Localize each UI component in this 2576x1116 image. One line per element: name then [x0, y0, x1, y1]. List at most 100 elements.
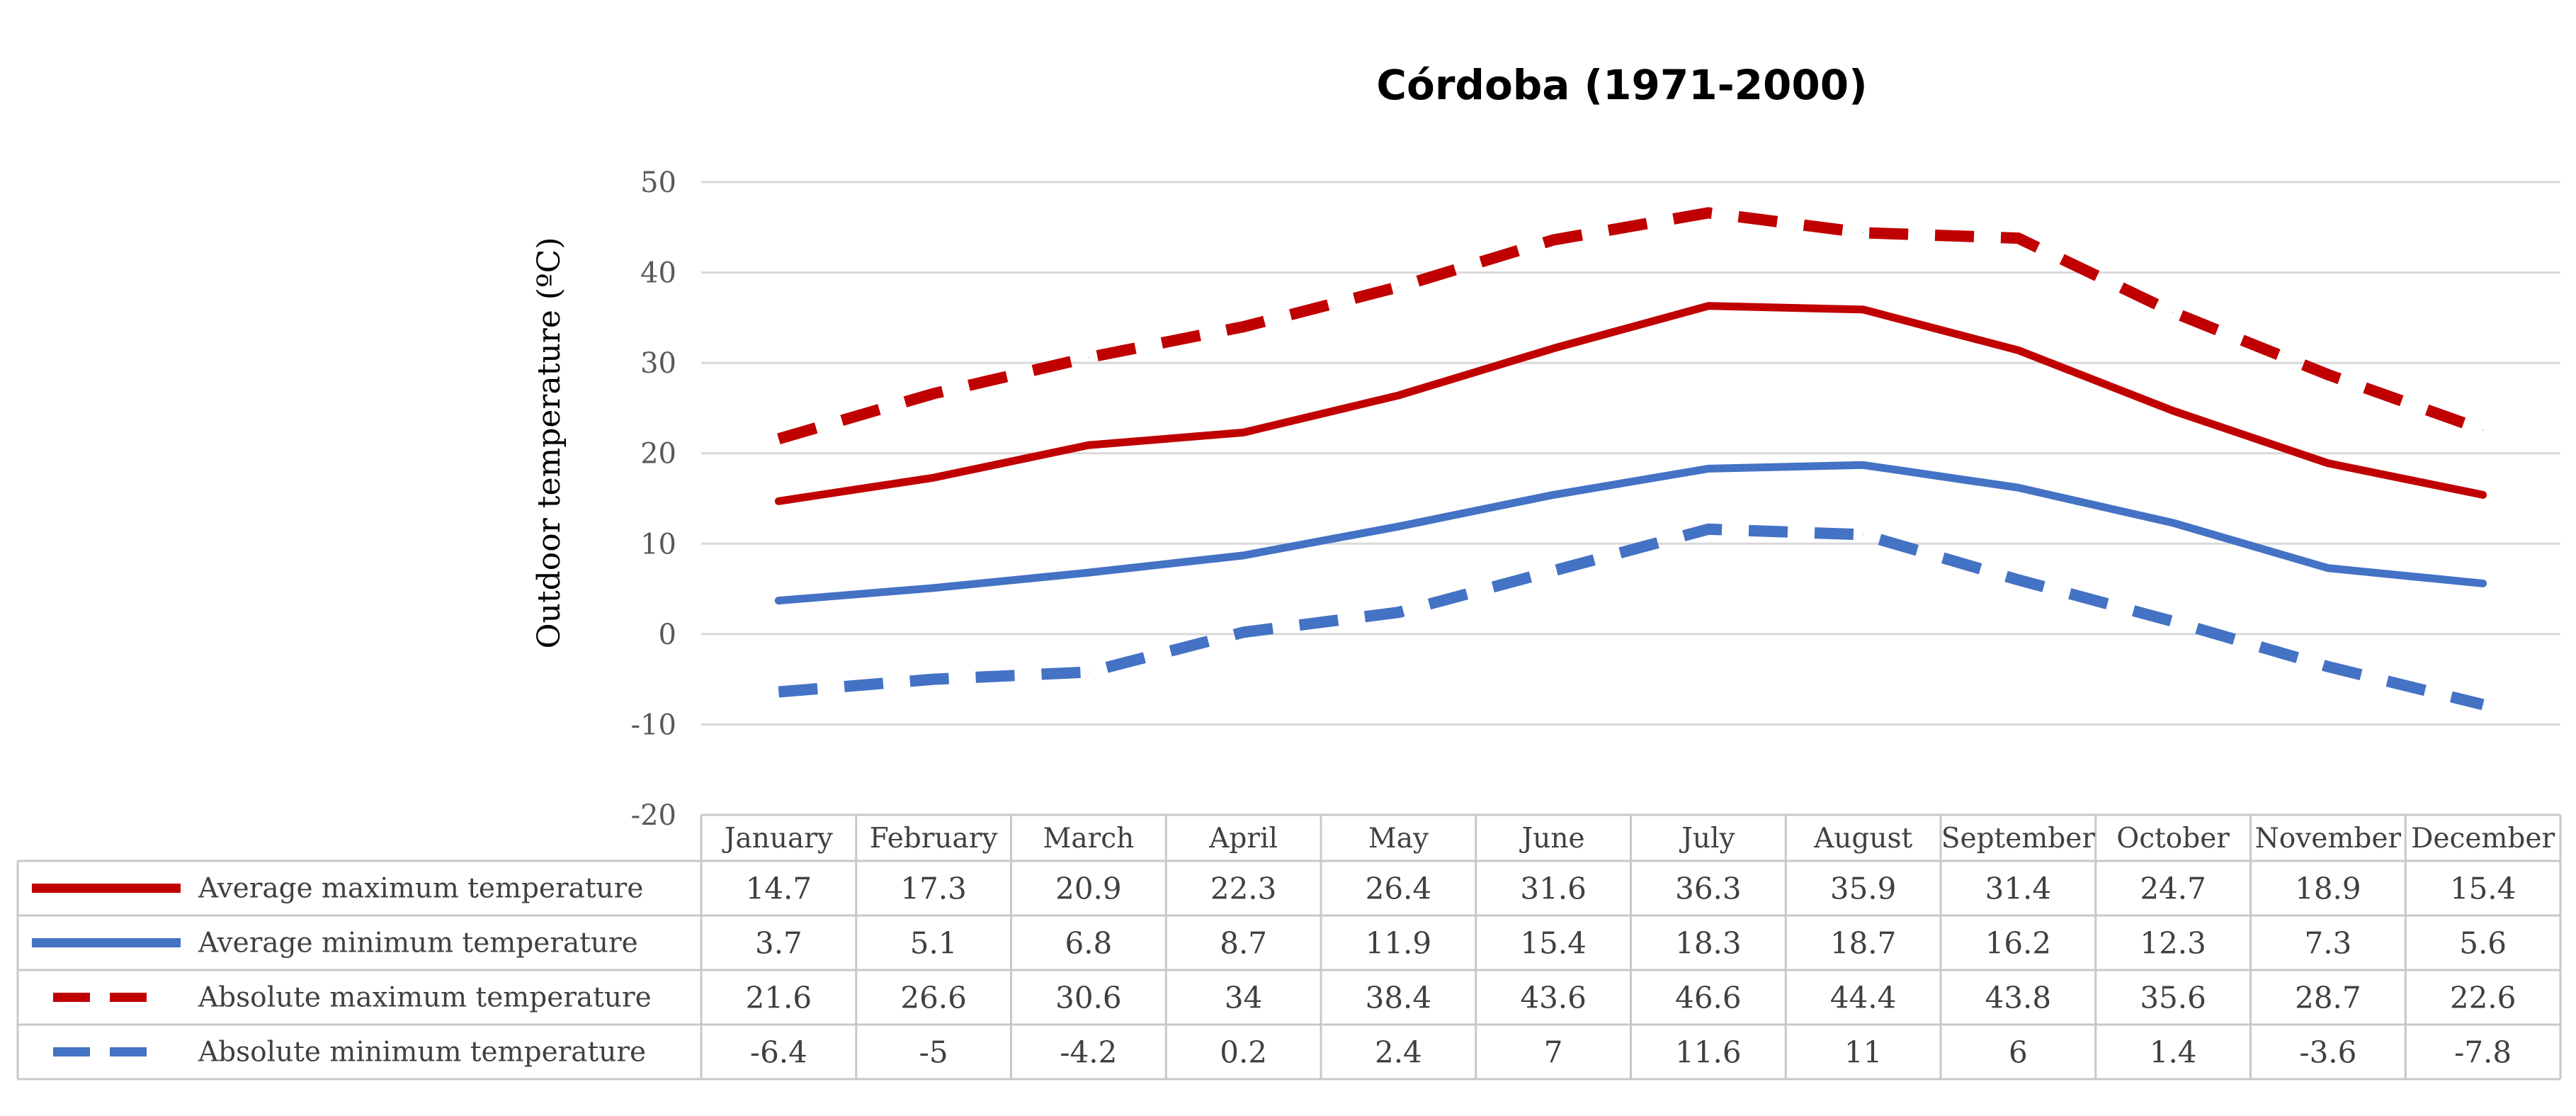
series-line	[774, 302, 2487, 505]
table-cell: 34	[1225, 981, 1262, 1015]
table-cell: 7.3	[2304, 926, 2351, 961]
gridlines	[701, 181, 2560, 726]
data-point	[1397, 611, 1399, 613]
table-cell: 43.8	[1985, 981, 2052, 1015]
table-cell: 8.7	[1220, 926, 1267, 961]
data-point	[1088, 356, 1089, 358]
data-point	[1397, 526, 1399, 527]
table-cell: 28.7	[2295, 981, 2361, 1015]
y-axis-ticks: -20 -10 0 10 20 30 40 50	[631, 167, 676, 832]
data-point	[1088, 444, 1089, 446]
category-label: December	[2411, 823, 2555, 855]
chart-title: Córdoba (1971-2000)	[1376, 61, 1867, 109]
data-point	[778, 600, 779, 602]
table-cell: 2.4	[1375, 1035, 1422, 1070]
category-label: June	[1519, 823, 1585, 855]
table-cell: 6	[2009, 1035, 2028, 1070]
data-point	[1243, 631, 1244, 633]
data-point	[1397, 286, 1399, 288]
y-tick-label: -10	[631, 709, 676, 741]
data-point	[1243, 432, 1244, 433]
table-cell: 22.3	[1210, 872, 1277, 906]
data-point	[2017, 487, 2019, 488]
category-label: September	[1941, 823, 2096, 855]
table-cell: 1.4	[2150, 1035, 2197, 1070]
table-cell: 14.7	[746, 872, 812, 906]
data-point	[1553, 570, 1554, 572]
category-label: February	[870, 823, 998, 855]
table-cell: 36.3	[1675, 872, 1742, 906]
table-cell: 16.2	[1985, 926, 2052, 961]
table-cell: 31.4	[1985, 872, 2052, 906]
data-point	[778, 500, 779, 502]
table-cell: 11.9	[1366, 926, 1432, 961]
table-cell: 35.9	[1830, 872, 1897, 906]
table-cell: 18.7	[1830, 926, 1897, 961]
legend-label: Average minimum temperature	[198, 928, 638, 959]
table-cell: 44.4	[1830, 981, 1897, 1015]
table-cell: -7.8	[2454, 1035, 2512, 1070]
data-point	[2327, 374, 2329, 376]
table-cell: 20.9	[1055, 872, 1122, 906]
data-point	[1397, 395, 1399, 396]
table-cell: 21.6	[746, 981, 812, 1015]
y-tick-label: 20	[640, 438, 676, 470]
y-tick-label: 30	[640, 347, 676, 380]
data-point	[2327, 666, 2329, 667]
table-cell: 18.3	[1675, 926, 1742, 961]
category-label: August	[1813, 823, 1912, 855]
table-cell: 24.7	[2140, 872, 2206, 906]
table-cell: 31.6	[1520, 872, 1587, 906]
table-cell: 0.2	[1220, 1035, 1267, 1070]
y-tick-label: 0	[659, 619, 676, 651]
table-cell: 15.4	[2450, 872, 2517, 906]
table-cell: 17.3	[900, 872, 967, 906]
category-label: April	[1208, 823, 1278, 855]
category-label: July	[1679, 823, 1735, 855]
table-cell: 11.6	[1675, 1035, 1742, 1070]
table-cell: 46.6	[1675, 981, 1742, 1015]
table-cell: 12.3	[2140, 926, 2206, 961]
table-cell: 43.6	[1520, 981, 1587, 1015]
table-cell: 30.6	[1055, 981, 1122, 1015]
table-cell: -5	[919, 1035, 948, 1070]
table-cell: 5.6	[2459, 926, 2507, 961]
table-cell: 6.8	[1065, 926, 1112, 961]
table-cell: 38.4	[1366, 981, 1432, 1015]
series-line	[774, 461, 2487, 605]
table-cell: 11	[1844, 1035, 1882, 1070]
table-cell: 18.9	[2295, 872, 2361, 906]
data-point	[1243, 555, 1244, 556]
table-cell: 3.7	[755, 926, 802, 961]
table-cell: 5.1	[910, 926, 958, 961]
category-label: October	[2116, 823, 2230, 855]
category-label: March	[1043, 823, 1134, 855]
table-cell: 35.6	[2140, 981, 2206, 1015]
table-cell: -6.4	[750, 1035, 807, 1070]
y-tick-label: -20	[631, 799, 676, 832]
y-axis-label: Outdoor temperature (ºC)	[531, 237, 567, 649]
data-table: January February March April May June July Augu…	[16, 813, 2562, 1081]
data-point	[2017, 349, 2019, 351]
data-point	[1553, 348, 1554, 349]
category-label: May	[1368, 823, 1429, 855]
table-cell: 26.6	[900, 981, 967, 1015]
y-tick-label: 40	[640, 257, 676, 290]
series-line	[778, 523, 2485, 711]
y-tick-label: 10	[640, 528, 676, 560]
table-cell: 7	[1544, 1035, 1563, 1070]
legend-label: Absolute minimum temperature	[198, 1037, 646, 1069]
data-point	[2017, 237, 2019, 239]
table-cell: 22.6	[2450, 981, 2517, 1015]
table-cell: 26.4	[1366, 872, 1432, 906]
category-label: January	[722, 823, 833, 855]
series-line	[777, 207, 2485, 444]
table-cell: 15.4	[1520, 926, 1587, 961]
category-label: November	[2255, 823, 2402, 855]
data-point	[2172, 410, 2174, 412]
table-cell: -3.6	[2299, 1035, 2356, 1070]
y-tick-label: 50	[640, 167, 676, 199]
legend-label: Absolute maximum temperature	[198, 982, 652, 1014]
series-lines	[774, 207, 2487, 711]
